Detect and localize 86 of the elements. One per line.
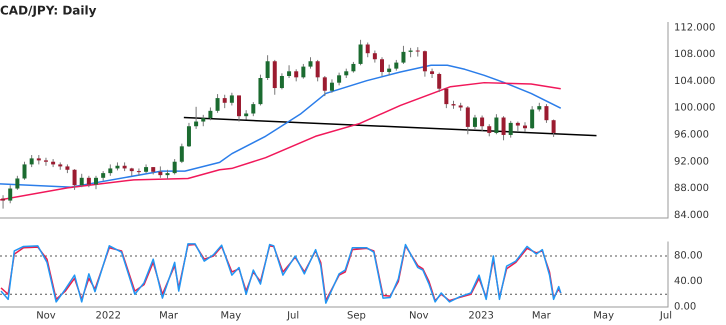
candlestick <box>294 68 298 82</box>
y-tick-label: 88.000 <box>674 183 709 194</box>
candlestick <box>80 173 84 188</box>
candlestick <box>544 104 548 124</box>
candlestick <box>101 170 106 181</box>
candlestick <box>166 169 170 180</box>
y-tick-label: 100.000 <box>674 102 716 114</box>
candlestick <box>472 114 477 130</box>
candlestick <box>136 168 141 176</box>
candlestick <box>280 72 284 90</box>
candlestick <box>444 88 448 109</box>
y-tick-label: 80.00 <box>674 250 703 262</box>
x-tick-label: Mar <box>159 310 179 322</box>
candlestick <box>552 119 556 138</box>
candlestick <box>337 72 342 86</box>
candlestick <box>494 114 498 135</box>
candlestick <box>344 68 348 78</box>
candlestick <box>316 59 320 82</box>
candlestick <box>8 184 12 204</box>
candlestick <box>322 75 327 97</box>
candlestick <box>372 50 377 64</box>
candlestick <box>480 115 484 132</box>
candlestick <box>430 68 434 78</box>
y-tick-label: 84.000 <box>674 210 709 221</box>
x-tick-label: Nov <box>36 310 56 322</box>
candlestick <box>308 56 313 70</box>
candlestick <box>230 92 234 106</box>
x-tick-label: Jul <box>658 310 672 322</box>
candlestick <box>30 154 34 168</box>
candlestick <box>244 110 248 120</box>
candlestick <box>36 154 41 165</box>
candlestick <box>487 124 492 137</box>
x-tick-label: Sep <box>347 310 366 322</box>
candlestick <box>208 106 212 121</box>
y-tick-label: 108.000 <box>674 49 716 60</box>
candlestick <box>94 175 98 190</box>
candlestick <box>186 122 191 148</box>
candlestick <box>508 120 513 138</box>
candlestick <box>266 54 270 81</box>
candlestick <box>301 63 306 80</box>
candlestick <box>380 56 384 76</box>
candlestick <box>22 161 27 180</box>
candlestick <box>394 59 398 72</box>
candlestick <box>330 78 334 94</box>
candlestick <box>437 72 442 93</box>
x-tick-label: May <box>593 310 614 322</box>
candlestick <box>466 106 470 135</box>
y-tick-label: 40.00 <box>674 276 703 288</box>
y-tick-label: 96.000 <box>674 130 709 141</box>
candlestick <box>422 50 427 78</box>
x-tick-label: 2023 <box>468 310 494 322</box>
candlestick <box>237 94 242 122</box>
candlestick <box>108 164 112 176</box>
candlestick <box>86 175 91 188</box>
candlestick <box>201 114 206 127</box>
candlestick <box>516 121 520 132</box>
x-tick-label: 2022 <box>96 310 121 322</box>
x-tick-label: Nov <box>409 310 429 322</box>
candlestick <box>180 143 184 164</box>
x-tick-label: Jul <box>286 310 300 322</box>
candlestick <box>351 61 356 74</box>
y-tick-label: 112.000 <box>674 22 716 34</box>
candlestick <box>287 64 292 78</box>
candlestick <box>251 102 256 117</box>
y-tick-label: 104.000 <box>674 76 716 87</box>
candlestick <box>216 94 220 114</box>
candlestick <box>416 46 420 58</box>
candlestick <box>194 106 198 130</box>
candlestick <box>366 42 370 58</box>
candlestick <box>1 194 6 210</box>
candlestick <box>530 106 534 130</box>
candlestick <box>502 116 506 141</box>
y-tick-label: 92.000 <box>674 156 709 168</box>
candlestick <box>172 158 177 175</box>
candlestick <box>408 47 413 58</box>
candlestick <box>358 39 363 66</box>
candlestick <box>401 45 406 64</box>
candlestick <box>222 94 227 109</box>
candlestick <box>15 175 20 190</box>
candlestick <box>72 168 77 190</box>
chart-title: CAD/JPY: Daily <box>0 3 97 18</box>
x-tick-label: May <box>220 310 242 322</box>
y-tick-label: 0.00 <box>674 302 696 313</box>
x-tick-label: Mar <box>532 310 552 322</box>
candlestick <box>387 64 392 76</box>
candlestick <box>523 122 528 132</box>
